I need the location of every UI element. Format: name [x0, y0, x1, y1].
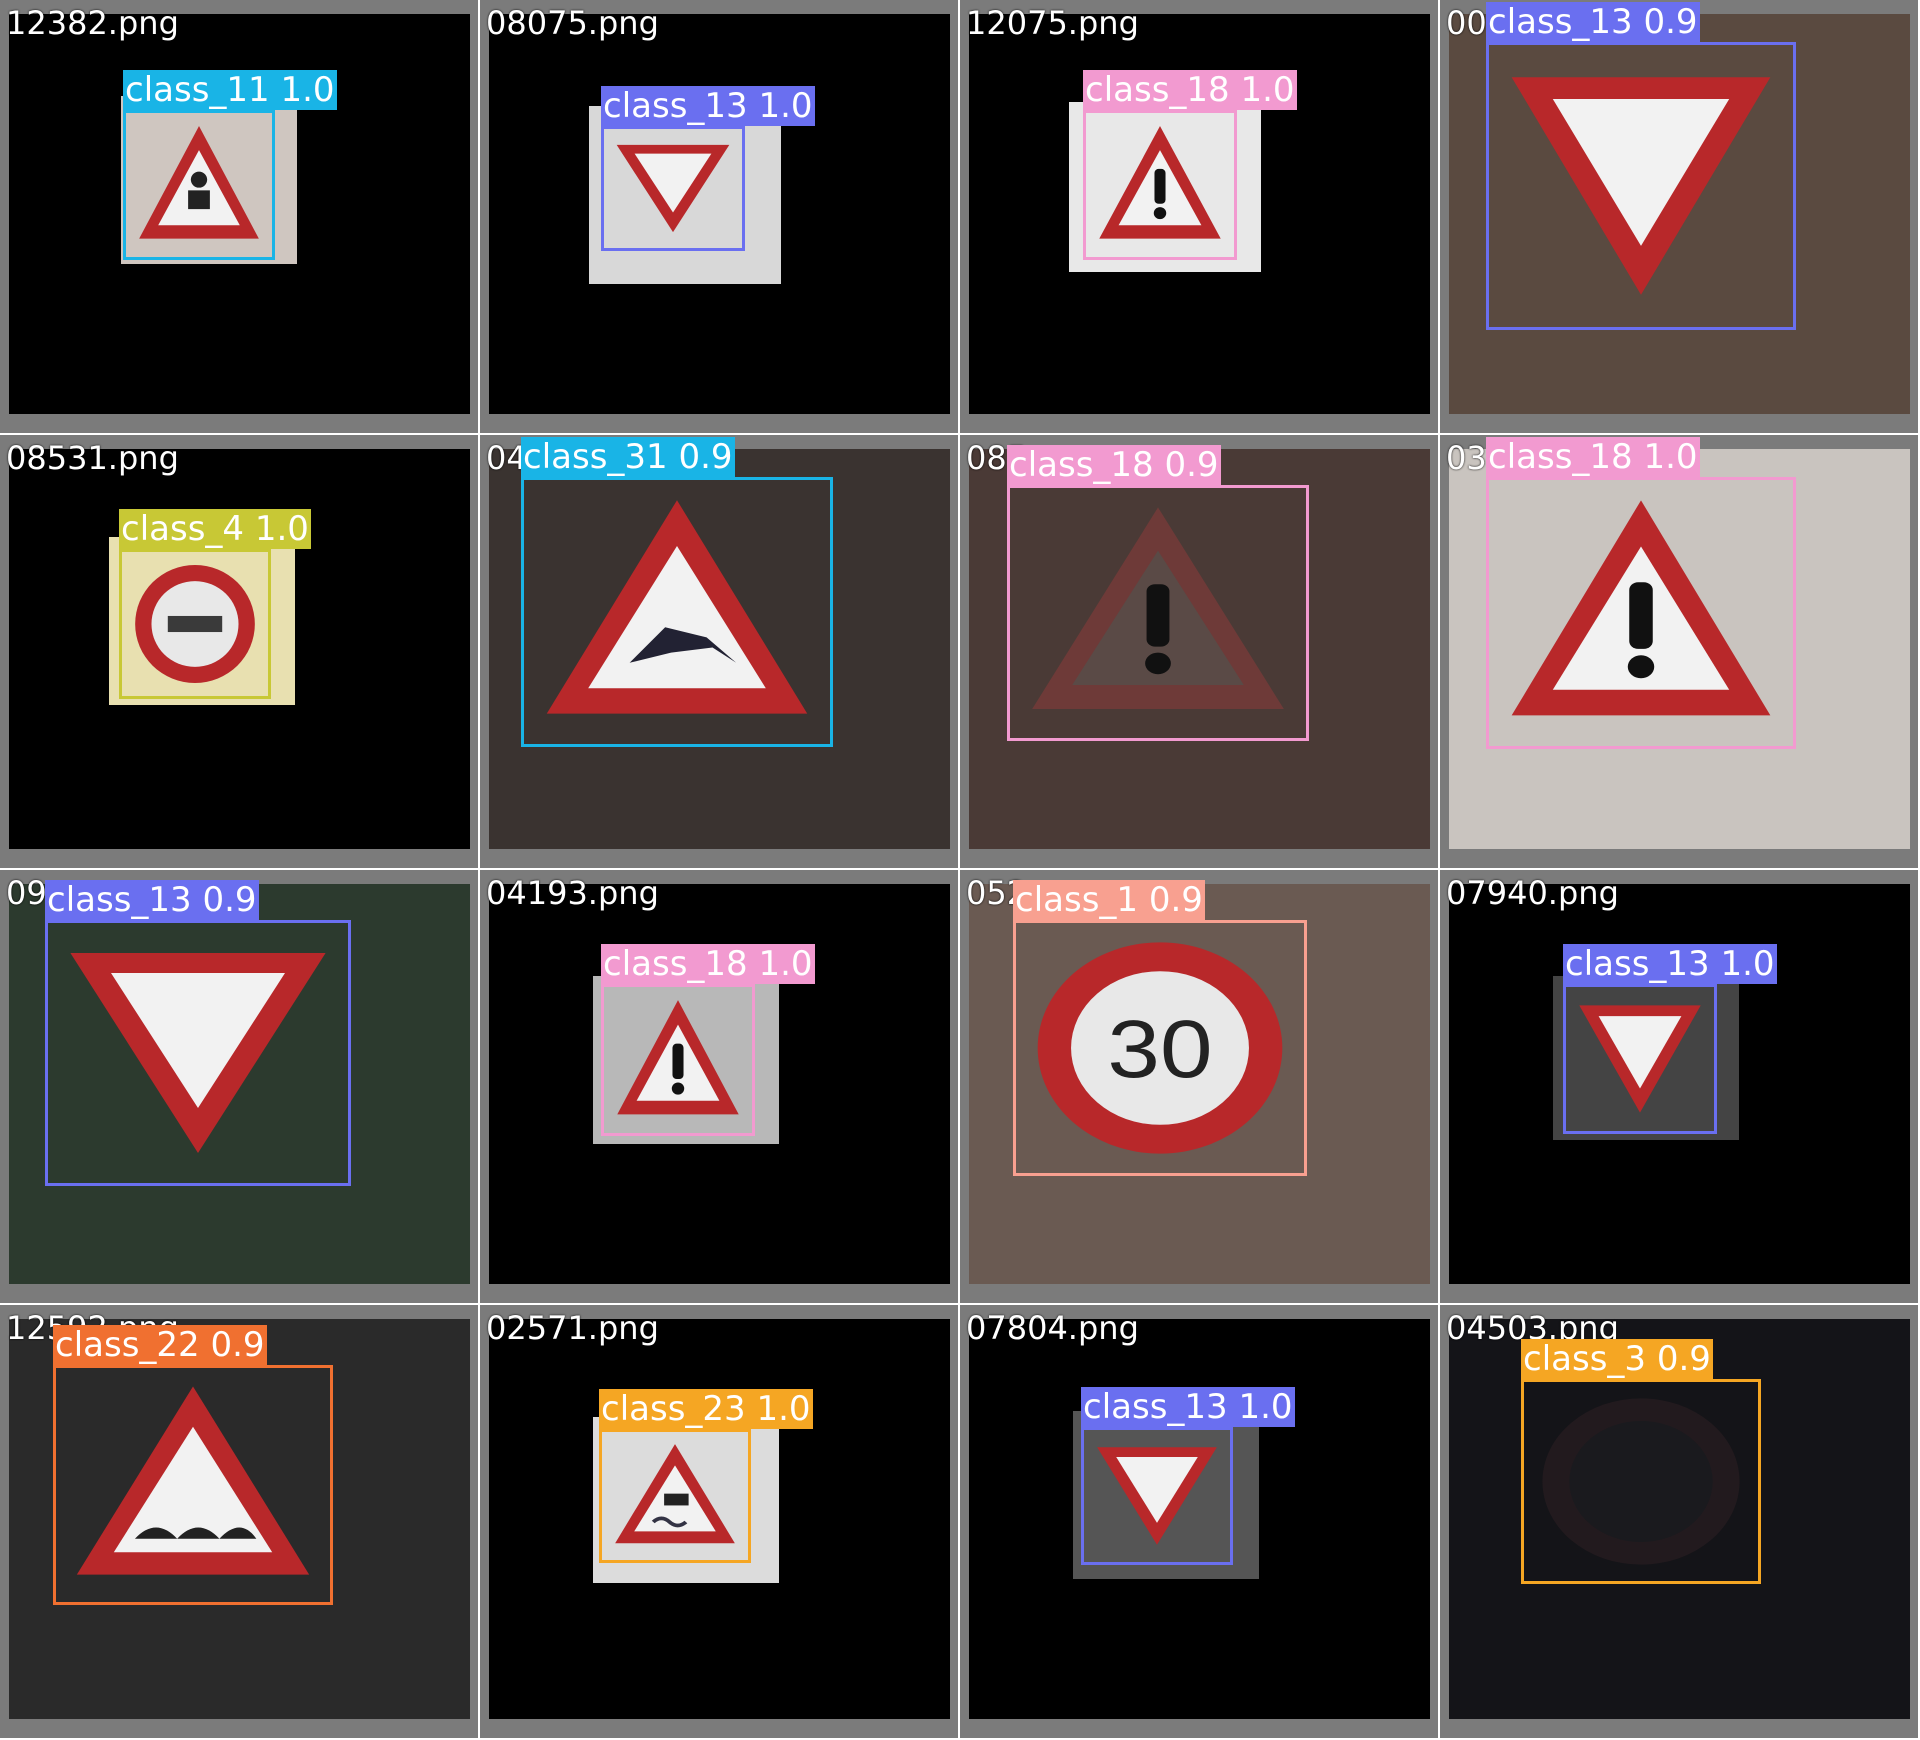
bounding-box: [123, 110, 275, 260]
grid-tile: 07804.png class_13 1.0: [960, 1305, 1440, 1740]
detection-label: class_18 1.0: [601, 944, 815, 984]
detection-label: class_13 1.0: [1081, 1387, 1295, 1427]
bounding-box: [1013, 920, 1307, 1176]
tile-filename: 07804.png: [966, 1309, 1139, 1347]
grid-tile: 085 class_18 0.9: [960, 435, 1440, 870]
grid-tile: 04 class_31 0.9: [480, 435, 960, 870]
grid-tile: 04503.png class_3 0.9: [1440, 1305, 1920, 1740]
detection-label: class_23 1.0: [599, 1389, 813, 1429]
grid-tile: 03 class_18 1.0: [1440, 435, 1920, 870]
tile-filename: 04193.png: [486, 874, 659, 912]
bounding-box: [53, 1365, 333, 1605]
detection-label: class_11 1.0: [123, 70, 337, 110]
detection-label: class_31 0.9: [521, 437, 735, 477]
detection-label: class_18 1.0: [1083, 70, 1297, 110]
grid-tile: 12382.png class_11 1.0: [0, 0, 480, 435]
tile-filename: 00: [1446, 4, 1487, 42]
grid-tile: 00 class_13 0.9: [1440, 0, 1920, 435]
detection-label: class_13 0.9: [45, 880, 259, 920]
tile-filename: 08531.png: [6, 439, 179, 477]
detection-label: class_13 1.0: [1563, 944, 1777, 984]
bounding-box: [601, 984, 755, 1136]
detection-label: class_3 0.9: [1521, 1339, 1713, 1379]
grid-tile: 08075.png class_13 1.0: [480, 0, 960, 435]
tile-filename: 07940.png: [1446, 874, 1619, 912]
bounding-box: [1081, 1427, 1233, 1565]
grid-tile: 07940.png class_13 1.0: [1440, 870, 1920, 1305]
bounding-box: [1486, 477, 1796, 749]
bounding-box: [45, 920, 351, 1186]
tile-filename: 02571.png: [486, 1309, 659, 1347]
grid-tile: 09 class_13 0.9: [0, 870, 480, 1305]
grid-tile: 30 052 class_1 0.9: [960, 870, 1440, 1305]
bounding-box: [599, 1429, 751, 1563]
bounding-box: [119, 549, 271, 699]
grid-tile: 12075.png class_18 1.0: [960, 0, 1440, 435]
detection-label: class_1 0.9: [1013, 880, 1205, 920]
grid-tile: 04193.png class_18 1.0: [480, 870, 960, 1305]
detection-label: class_18 0.9: [1007, 445, 1221, 485]
tile-filename: 09: [6, 874, 47, 912]
bounding-box: [1521, 1379, 1761, 1584]
tile-filename: 08075.png: [486, 4, 659, 42]
bounding-box: [521, 477, 833, 747]
bounding-box: [601, 126, 745, 251]
grid-tile: 02571.png class_23 1.0: [480, 1305, 960, 1740]
tile-filename: 03: [1446, 439, 1487, 477]
bounding-box: [1563, 984, 1717, 1134]
bounding-box: [1486, 42, 1796, 330]
tile-filename: 12075.png: [966, 4, 1139, 42]
detection-label: class_13 1.0: [601, 86, 815, 126]
detection-label: class_22 0.9: [53, 1325, 267, 1365]
tile-filename: 12382.png: [6, 4, 179, 42]
detection-label: class_18 1.0: [1486, 437, 1700, 477]
bounding-box: [1007, 485, 1309, 741]
detection-label: class_13 0.9: [1486, 2, 1700, 42]
bounding-box: [1083, 110, 1237, 260]
grid-tile: 08531.png class_4 1.0: [0, 435, 480, 870]
detection-label: class_4 1.0: [119, 509, 311, 549]
